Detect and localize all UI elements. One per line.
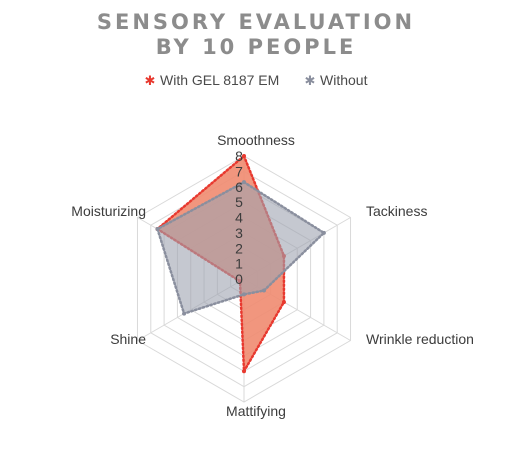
- series-1-point-3: [242, 292, 246, 297]
- series-0-point-2: [281, 300, 286, 305]
- tick-label-5: 5: [235, 194, 243, 210]
- tick-label-1: 1: [235, 256, 243, 272]
- series-1-point-5: [155, 227, 160, 232]
- axis-label-tackiness: Tackiness: [366, 203, 427, 219]
- chart-title-line-1: SENSORY EVALUATION: [97, 10, 415, 34]
- tick-label-7: 7: [235, 163, 243, 179]
- legend-label-with-gel: With GEL 8187 EM: [160, 72, 279, 88]
- series-1-point-0: [242, 180, 246, 185]
- series-1-point-2: [261, 288, 266, 293]
- series-0-point-3: [242, 369, 246, 374]
- legend-item-with-gel: ✱ With GEL 8187 EM: [145, 72, 280, 89]
- legend-marker-with-gel: ✱: [145, 74, 156, 89]
- legend-item-without: ✱ Without: [305, 72, 368, 89]
- axis-label-mattifying: Mattifying: [226, 403, 286, 419]
- series-0-point-0: [242, 154, 246, 158]
- legend-label-without: Without: [320, 72, 368, 88]
- axis-label-wrinkle-reduction: Wrinkle reduction: [366, 331, 474, 347]
- tick-label-3: 3: [235, 225, 243, 241]
- axis-label-smoothness: Smoothness: [217, 132, 295, 148]
- chart-title-line-2: BY 10 PEOPLE: [156, 35, 357, 59]
- tick-label-2: 2: [235, 240, 243, 256]
- radar-series: [155, 153, 326, 376]
- series-1-point-1: [321, 230, 326, 235]
- axis-labels: Smoothness Tackiness Wrinkle reduction Matt…: [71, 132, 474, 419]
- tick-label-6: 6: [235, 179, 243, 195]
- series-1-point-4: [182, 311, 187, 316]
- tick-label-0: 0: [235, 271, 243, 287]
- tick-label-8: 8: [235, 148, 243, 164]
- legend-marker-without: ✱: [305, 74, 316, 89]
- axis-label-moisturizing: Moisturizing: [71, 203, 146, 219]
- legend: ✱ With GEL 8187 EM ✱ Without: [145, 72, 368, 89]
- axis-label-shine: Shine: [110, 331, 146, 347]
- tick-label-4: 4: [235, 210, 243, 226]
